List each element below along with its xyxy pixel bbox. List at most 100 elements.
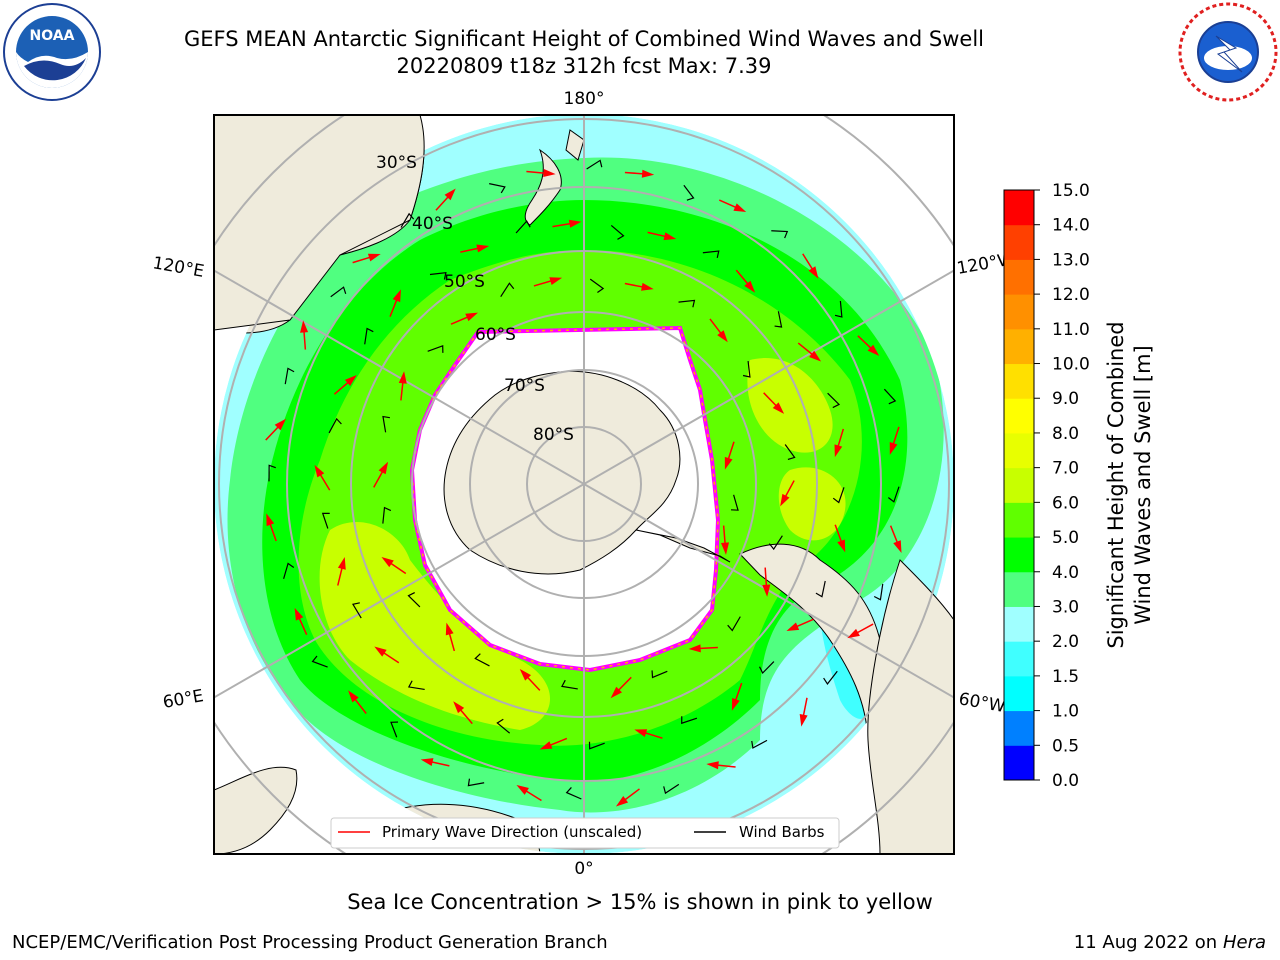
wind-barb — [683, 184, 695, 201]
colorbar-tick-label: 11.0 — [1052, 320, 1090, 340]
colorbar-tick-label: 3.0 — [1052, 597, 1079, 617]
wind-barb — [827, 392, 841, 409]
wave-arrowhead — [893, 540, 902, 553]
wave-arrowhead — [516, 785, 529, 795]
colorbar: 0.0 0.5 1.0 1.5 2.0 3.0 4.0 5.0 6.0 7.0 8.0 9.0 10.0… — [1003, 181, 1090, 791]
lon-label-180: 180° — [564, 89, 605, 109]
wave-arrowhead — [889, 442, 898, 455]
wave-arrowhead — [266, 513, 275, 527]
wave-arrowhead — [762, 584, 771, 597]
wave-arrowhead — [809, 350, 822, 362]
colorbar-segment — [1004, 606, 1034, 642]
wind-barb — [702, 250, 720, 258]
colorbar-segment — [1004, 432, 1034, 469]
wind-barb — [407, 592, 421, 608]
colorbar-tick-label: 1.5 — [1052, 667, 1079, 687]
wave-arrowhead — [706, 761, 719, 770]
colorbar-tick-label: 0.0 — [1052, 771, 1079, 791]
colorbar-tick-label: 4.0 — [1052, 563, 1079, 583]
wave-arrowhead — [799, 713, 808, 727]
wind-barb — [663, 783, 680, 795]
wave-arrowhead — [337, 556, 346, 570]
wave-arrowhead — [867, 344, 880, 356]
wave-arrowhead — [634, 729, 648, 737]
wave-arrowhead — [367, 253, 381, 262]
wave-arrowhead — [780, 493, 790, 507]
colorbar-tick-label: 5.0 — [1052, 528, 1079, 548]
australia-land — [214, 115, 425, 331]
legend-wind-barbs: Wind Barbs — [739, 823, 825, 841]
colorbar-segment — [1004, 224, 1034, 260]
wave-arrowhead — [724, 456, 733, 470]
wind-barb — [561, 679, 578, 690]
wind-barb — [834, 300, 843, 318]
wave-arrowhead — [731, 698, 740, 711]
wave-arrowhead — [519, 668, 532, 681]
colorbar-tick-label: 15.0 — [1052, 181, 1090, 201]
wave-arrowhead — [314, 464, 325, 478]
wind-barb — [823, 670, 838, 685]
wind-barb — [873, 583, 884, 601]
colorbar-tick-label: 2.0 — [1052, 632, 1079, 652]
colorbar-segment — [1004, 641, 1034, 677]
wind-barb — [283, 562, 295, 579]
wind-barb — [400, 212, 415, 228]
map-plot-area: 30°S 40°S 50°S 60°S 70°S 80°S Primary Wa… — [214, 115, 954, 854]
colorbar-segment — [1004, 745, 1034, 781]
sea-ice-note: Sea Ice Concentration > 15% is shown in … — [347, 890, 933, 914]
wave-arrowhead — [610, 686, 623, 699]
lat-label-70s: 70°S — [504, 376, 545, 396]
colorbar-segment — [1004, 710, 1034, 746]
wind-barb — [429, 271, 447, 280]
colorbar-tick-label: 1.0 — [1052, 702, 1079, 722]
colorbar-segment — [1004, 294, 1034, 330]
wind-barb — [382, 506, 392, 524]
wind-barb — [284, 367, 295, 385]
wind-barb — [565, 787, 582, 800]
wind-barb — [382, 415, 390, 433]
colorbar-tick-label: 12.0 — [1052, 285, 1090, 305]
colorbar-segment — [1004, 502, 1034, 538]
footer-host: Hera — [1222, 932, 1266, 953]
wind-barb — [328, 417, 342, 434]
wave-arrowhead — [808, 266, 819, 279]
wind-barb — [268, 464, 276, 482]
wave-arrowhead — [348, 690, 359, 703]
lat-label-80s: 80°S — [533, 425, 574, 445]
wind-barb — [758, 661, 775, 675]
colorbar-frame — [1003, 189, 1035, 781]
lon-label-60e: 60°E — [161, 686, 205, 713]
wind-barb — [364, 327, 374, 345]
wind-barb — [515, 220, 531, 234]
wave-direction-arrows — [265, 169, 902, 807]
wind-barb — [784, 444, 796, 461]
wind-barb — [474, 653, 490, 667]
lat-label-60s: 60°S — [475, 325, 516, 345]
lon-label-60w: 60°W — [957, 689, 1007, 717]
wind-barb — [887, 486, 900, 503]
wind-barb — [768, 535, 783, 551]
wave-arrowhead — [476, 244, 490, 253]
colorbar-segment — [1004, 675, 1034, 712]
wave-arrowhead — [717, 330, 728, 343]
legend-primary-wave: Primary Wave Direction (unscaled) — [382, 823, 642, 841]
footer-date-text: 11 Aug 2022 on — [1073, 932, 1218, 953]
wind-barb — [352, 602, 362, 619]
colorbar-tick-label: 7.0 — [1052, 459, 1079, 479]
noaa-logo-text: NOAA — [30, 28, 75, 44]
wave-arrowhead — [344, 375, 357, 386]
wind-barb — [771, 230, 789, 239]
footer-date: 11 Aug 2022 on Hera — [1074, 932, 1266, 953]
wave-arrowhead — [663, 232, 677, 241]
wind-barb — [681, 716, 698, 725]
colorbar-tick-label: 6.0 — [1052, 493, 1079, 513]
wave-arrowhead — [847, 628, 860, 639]
wind-barb — [774, 311, 783, 328]
wind-barb — [678, 299, 696, 308]
colorbar-segment — [1004, 467, 1034, 503]
colorbar-tick-label: 8.0 — [1052, 424, 1079, 444]
wind-barb — [651, 670, 668, 679]
colorbar-segment — [1004, 259, 1034, 295]
wind-barb — [390, 721, 399, 738]
